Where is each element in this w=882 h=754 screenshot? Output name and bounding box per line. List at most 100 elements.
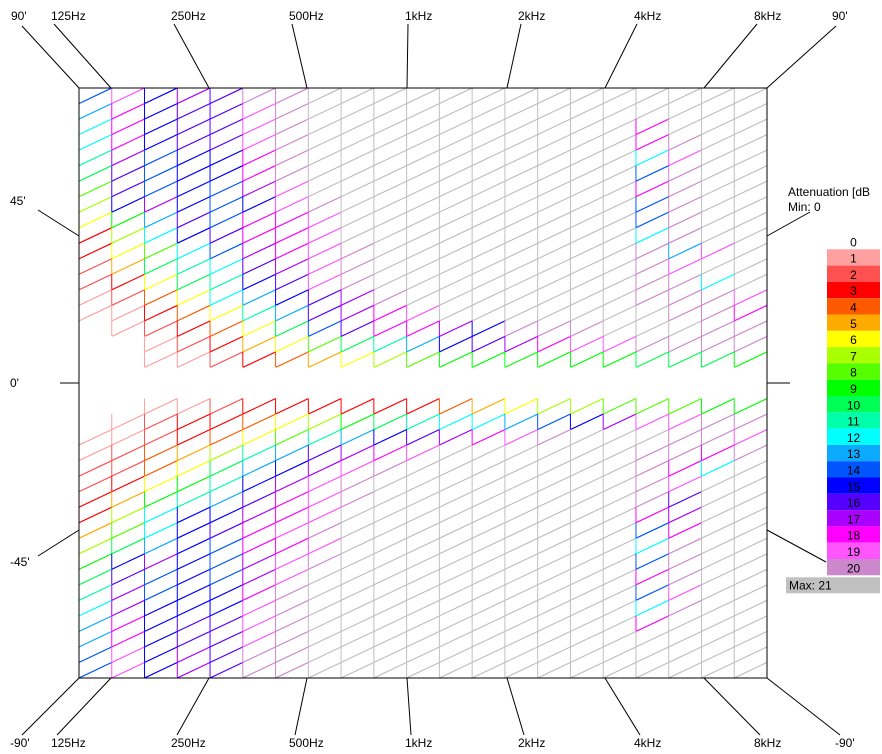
cell-diagonal — [111, 165, 145, 182]
cell-diagonal — [373, 662, 407, 679]
heatmap-cell — [537, 149, 571, 167]
cell-diagonal — [537, 227, 571, 244]
cell-diagonal — [340, 258, 375, 275]
heatmap-cell — [668, 646, 702, 664]
heatmap-cell — [242, 599, 276, 617]
angle-label-top-right: 90' — [832, 9, 848, 23]
legend-swatch — [827, 493, 880, 511]
cell-diagonal — [537, 211, 571, 229]
heatmap-cell — [537, 553, 571, 571]
cell-diagonal — [340, 87, 375, 104]
heatmap-cell — [438, 584, 473, 602]
cell-diagonal — [78, 398, 112, 415]
heatmap-cell — [668, 258, 702, 276]
heatmap-cell — [78, 630, 112, 648]
cell-diagonal — [340, 398, 375, 415]
cell-diagonal — [701, 258, 735, 275]
heatmap-cell — [111, 304, 145, 322]
cell-diagonal — [734, 537, 768, 555]
legend-swatch — [827, 396, 880, 413]
heatmap-cell — [373, 413, 407, 431]
heatmap-cell — [635, 134, 669, 151]
heatmap-cell — [176, 211, 211, 229]
cell-diagonal — [275, 584, 309, 601]
cell-diagonal — [242, 196, 276, 213]
cell-diagonal — [602, 615, 637, 632]
heatmap-cell — [340, 491, 375, 509]
heatmap-cell — [569, 118, 604, 136]
heatmap-cell — [700, 165, 735, 182]
cell-diagonal — [471, 87, 506, 104]
cell-diagonal — [78, 460, 112, 477]
cell-diagonal — [373, 522, 407, 539]
cell-diagonal — [471, 646, 506, 663]
cell-diagonal — [504, 320, 538, 337]
cell-diagonal — [668, 522, 702, 539]
cell-diagonal — [144, 289, 178, 306]
cell-diagonal — [373, 351, 407, 368]
heatmap-cell — [209, 320, 244, 338]
cell-diagonal — [439, 662, 473, 679]
cell-diagonal — [242, 211, 276, 229]
freq-label-top: 125Hz — [51, 9, 86, 23]
heatmap-cell — [406, 599, 440, 617]
cell-diagonal — [144, 506, 178, 524]
cell-diagonal — [177, 165, 211, 182]
cell-diagonal — [668, 149, 702, 167]
heatmap-cell — [504, 180, 538, 198]
cell-diagonal — [504, 491, 538, 508]
heatmap-cell — [504, 196, 538, 214]
heatmap-cell — [275, 382, 309, 400]
heatmap-cell — [602, 553, 637, 571]
cell-diagonal — [144, 429, 178, 446]
heatmap-cell — [700, 227, 735, 245]
cell-diagonal — [308, 444, 342, 462]
cell-diagonal — [439, 335, 473, 353]
legend-swatch — [827, 314, 880, 331]
cell-diagonal — [275, 522, 309, 539]
legend-level-label: 9 — [850, 382, 857, 396]
cell-diagonal — [242, 630, 276, 648]
heatmap-cell — [176, 413, 211, 431]
heatmap-cell — [373, 460, 407, 477]
cell-diagonal — [340, 599, 375, 617]
heatmap-cell — [340, 553, 375, 571]
cell-diagonal — [570, 211, 604, 229]
heatmap-cell — [537, 584, 571, 602]
heatmap-cell — [504, 475, 538, 493]
heatmap-cell — [733, 335, 768, 353]
heatmap-cell — [406, 87, 440, 105]
legend-swatch — [827, 477, 880, 494]
heatmap-cell — [471, 537, 506, 555]
freq-label-top: 1kHz — [405, 9, 432, 23]
cell-diagonal — [209, 320, 244, 337]
cell-diagonal — [144, 134, 178, 151]
heatmap-cell — [111, 630, 145, 648]
heatmap-cell — [406, 413, 440, 431]
cell-diagonal — [439, 444, 473, 462]
cell-diagonal — [734, 289, 768, 306]
heatmap-cell — [668, 506, 702, 524]
heatmap-cell — [275, 460, 309, 477]
legend-swatch — [827, 363, 880, 380]
heatmap-cell — [504, 87, 538, 105]
heatmap-cell — [504, 615, 538, 633]
heatmap-cell — [406, 646, 440, 664]
heatmap-cell — [111, 491, 145, 509]
heatmap-cell — [78, 522, 112, 540]
cell-diagonal — [504, 429, 538, 446]
cell-diagonal — [570, 165, 604, 182]
heatmap-cell — [111, 165, 145, 182]
heatmap-cell — [471, 87, 506, 105]
heatmap-cell — [602, 522, 637, 540]
heatmap-cell — [602, 460, 637, 477]
heatmap-cell — [668, 413, 702, 431]
cell-diagonal — [308, 242, 342, 260]
corner-line-top-right — [766, 25, 837, 89]
heatmap-cell — [209, 522, 244, 540]
heatmap-cell — [733, 398, 768, 415]
heatmap-cell — [700, 196, 735, 214]
cell-diagonal — [439, 273, 473, 291]
heatmap-cell — [176, 537, 211, 555]
heatmap-cell — [144, 460, 178, 477]
